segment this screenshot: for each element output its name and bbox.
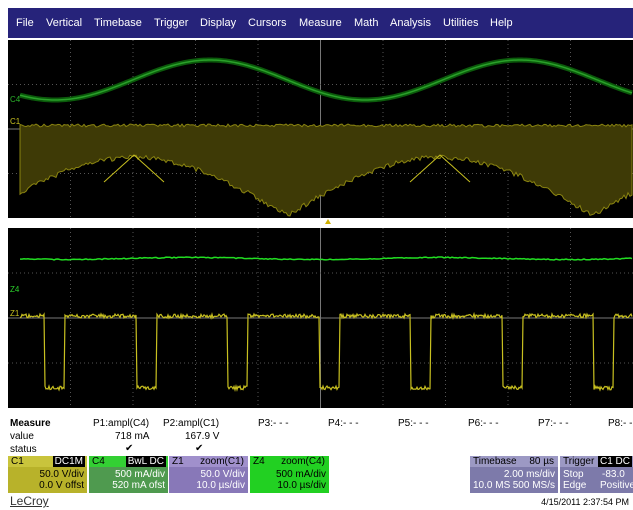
label: Positive: [600, 480, 633, 491]
label: zoom(C4): [279, 456, 327, 467]
param-name: P1:ampl(C4): [93, 418, 149, 429]
label: C1: [11, 456, 24, 467]
row-label: value: [10, 431, 34, 442]
label: Z1: [172, 456, 184, 467]
label: BwL DC: [126, 456, 166, 467]
label: 0.0 V offst: [39, 480, 84, 491]
channel-box[interactable]: C1 DC1M 50.0 V/div 0.0 V offst: [8, 456, 87, 493]
label: Z4: [253, 456, 265, 467]
channel-box[interactable]: C4 BwL DC 500 mA/div 520 mA ofst: [89, 456, 168, 493]
brand: LeCroy: [10, 494, 49, 508]
param-name: P6:- - -: [468, 418, 499, 429]
label: C1 DC: [598, 456, 632, 467]
label: 500 mA/div: [115, 469, 165, 480]
trace-label: Z4: [10, 285, 20, 294]
channel-box[interactable]: Z1 zoom(C1) 50.0 V/div 10.0 µs/div: [169, 456, 248, 493]
label: Trigger: [563, 456, 594, 467]
label: 500 mA/div: [276, 469, 326, 480]
label: DC1M: [53, 456, 85, 467]
param-name: P4:- - -: [328, 418, 359, 429]
param-name: P2:ampl(C1): [163, 418, 219, 429]
trigger-box[interactable]: Trigger C1 DC Stop -83.0 Edge Positive: [560, 456, 633, 493]
param-value: 167.9 V: [185, 431, 219, 442]
trace-label: Z1: [10, 309, 20, 318]
param-status: ✔: [125, 443, 133, 454]
param-value: 718 mA: [115, 431, 149, 442]
trace-label: C4: [10, 95, 21, 104]
label: Stop: [563, 469, 584, 480]
label: 50.0 V/div: [201, 469, 245, 480]
label: 50.0 V/div: [40, 469, 84, 480]
label: Timebase: [473, 456, 517, 467]
param-name: P3:- - -: [258, 418, 289, 429]
timebase-box[interactable]: Timebase 80 µs 2.00 ms/div 10.0 MS 500 M…: [470, 456, 558, 493]
trigger-marker: [325, 219, 331, 224]
label: -83.0: [602, 469, 625, 480]
label: Edge: [563, 480, 586, 491]
label: C4: [92, 456, 105, 467]
label: 10.0 µs/div: [196, 480, 245, 491]
label: 10.0 MS: [473, 480, 510, 491]
timestamp: 4/15/2011 2:37:54 PM: [541, 497, 629, 507]
label: 2.00 ms/div: [504, 469, 555, 480]
param-name: P5:- - -: [398, 418, 429, 429]
label: zoom(C1): [198, 456, 246, 467]
trace-label: C1: [10, 117, 21, 126]
param-name: P8:- - -: [608, 418, 633, 429]
label: 10.0 µs/div: [277, 480, 326, 491]
row-label: status: [10, 444, 37, 455]
label: 80 µs: [527, 456, 556, 467]
label: 500 MS/s: [513, 480, 555, 491]
param-name: P7:- - -: [538, 418, 569, 429]
param-status: ✔: [195, 443, 203, 454]
label: 520 mA ofst: [112, 480, 165, 491]
waveform-display: C4 C1 Z4 Z1: [0, 0, 633, 412]
measure-title: Measure: [10, 418, 51, 429]
channel-box[interactable]: Z4 zoom(C4) 500 mA/div 10.0 µs/div: [250, 456, 329, 493]
